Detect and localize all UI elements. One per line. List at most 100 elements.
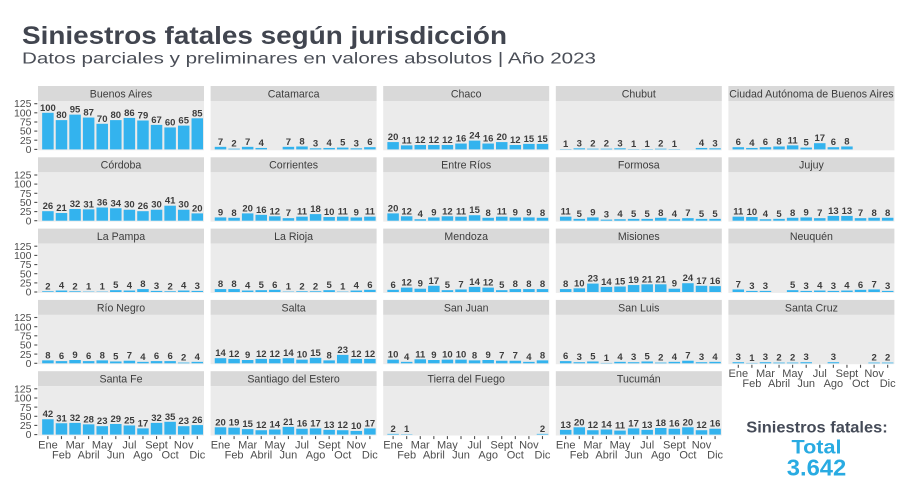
svg-text:Datos parciales y preliminares: Datos parciales y preliminares en valore… [22,51,596,68]
svg-text:21: 21 [283,417,294,428]
svg-text:Sept: Sept [490,439,513,451]
svg-text:12: 12 [256,420,267,431]
svg-text:2: 2 [885,353,890,364]
svg-text:6: 6 [390,280,395,291]
svg-text:17: 17 [365,418,376,429]
svg-text:Sept: Sept [836,368,859,380]
svg-text:8: 8 [885,208,890,219]
svg-text:14: 14 [601,419,612,430]
svg-text:Abril: Abril [250,449,272,461]
svg-text:50: 50 [20,411,32,423]
svg-text:25: 25 [20,420,32,432]
svg-text:125: 125 [14,312,32,324]
svg-text:5: 5 [340,138,346,149]
svg-text:11: 11 [615,421,626,432]
svg-text:24: 24 [469,131,480,142]
svg-text:14: 14 [270,419,281,430]
svg-text:Corrientes: Corrientes [269,160,318,172]
svg-text:8: 8 [871,208,876,219]
svg-text:4: 4 [672,352,678,363]
svg-text:70: 70 [97,114,108,125]
svg-text:3: 3 [354,138,359,149]
svg-text:4: 4 [181,281,187,292]
svg-text:11: 11 [338,207,349,218]
svg-text:4: 4 [140,352,146,363]
svg-text:4: 4 [245,281,251,292]
svg-text:12: 12 [588,420,599,431]
svg-text:32: 32 [70,199,81,210]
svg-text:17: 17 [429,276,440,287]
svg-text:Jun: Jun [625,449,643,461]
svg-text:Abril: Abril [768,378,790,390]
svg-text:31: 31 [83,199,94,210]
svg-text:2: 2 [776,353,781,364]
svg-text:10: 10 [456,350,467,361]
svg-text:Feb: Feb [570,449,589,461]
svg-text:26: 26 [43,201,54,212]
svg-text:95: 95 [70,105,81,116]
svg-text:1: 1 [404,424,410,435]
svg-text:3: 3 [763,281,768,292]
svg-text:16: 16 [256,205,267,216]
svg-text:30: 30 [151,200,162,211]
svg-text:36: 36 [97,198,108,209]
svg-text:2: 2 [604,139,609,150]
svg-text:12: 12 [270,349,281,360]
svg-text:18: 18 [310,204,321,215]
svg-text:Ene: Ene [556,439,576,451]
svg-text:9: 9 [526,207,531,218]
svg-text:23: 23 [337,345,348,356]
svg-text:2: 2 [871,353,876,364]
svg-text:Chaco: Chaco [451,88,482,100]
svg-text:Tucumán: Tucumán [617,374,661,386]
svg-text:125: 125 [14,241,32,253]
svg-text:3: 3 [631,352,636,363]
svg-text:11: 11 [297,207,308,218]
svg-text:13: 13 [828,206,839,217]
svg-text:14: 14 [215,348,226,359]
svg-text:13: 13 [560,420,571,431]
svg-text:13: 13 [842,206,853,217]
svg-text:87: 87 [83,108,94,119]
svg-text:7: 7 [458,279,463,290]
svg-text:10: 10 [324,207,335,218]
svg-text:0: 0 [26,429,32,441]
svg-text:5: 5 [631,209,637,220]
svg-text:1: 1 [631,139,637,150]
svg-text:1: 1 [286,282,292,293]
svg-text:80: 80 [111,110,122,121]
svg-text:75: 75 [20,117,32,129]
svg-text:11: 11 [561,207,572,218]
svg-text:8: 8 [218,279,223,290]
svg-text:10: 10 [351,421,362,432]
svg-text:8: 8 [844,136,849,147]
svg-text:17: 17 [628,418,639,429]
svg-text:Neuquén: Neuquén [790,231,833,243]
svg-text:41: 41 [165,196,176,207]
svg-text:Mar: Mar [583,439,602,451]
svg-text:Jun: Jun [452,449,470,461]
svg-text:11: 11 [456,207,467,218]
svg-text:Jul: Jul [468,439,482,451]
svg-text:13: 13 [324,420,335,431]
svg-text:5: 5 [590,351,596,362]
svg-text:7: 7 [218,137,223,148]
svg-text:2: 2 [390,424,395,435]
svg-text:23: 23 [588,274,599,285]
svg-text:17: 17 [814,133,825,144]
svg-text:7: 7 [286,137,291,148]
svg-text:2: 2 [167,281,172,292]
svg-text:125: 125 [14,170,32,182]
svg-text:Santa Fe: Santa Fe [100,374,143,386]
svg-text:3: 3 [831,281,836,292]
svg-text:19: 19 [229,418,240,429]
svg-text:Feb: Feb [397,449,416,461]
svg-text:8: 8 [100,350,105,361]
svg-text:Buenos Aires: Buenos Aires [90,88,152,100]
svg-text:11: 11 [733,207,744,218]
svg-text:6: 6 [831,137,836,148]
svg-text:50: 50 [20,340,32,352]
svg-text:4: 4 [59,281,65,292]
svg-text:6: 6 [367,280,372,291]
svg-text:21: 21 [56,203,67,214]
